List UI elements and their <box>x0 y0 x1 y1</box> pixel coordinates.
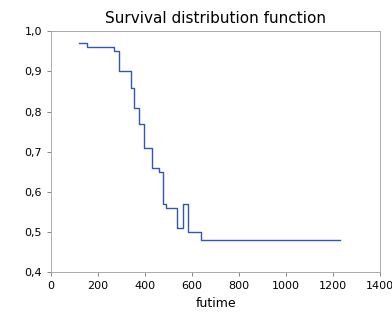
Title: Survival distribution function: Survival distribution function <box>105 11 326 26</box>
X-axis label: futime: futime <box>195 297 236 310</box>
